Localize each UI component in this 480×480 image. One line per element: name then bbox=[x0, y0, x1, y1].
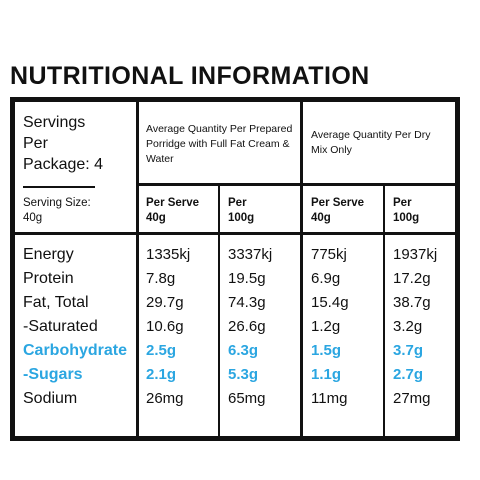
nutrient-value: 5.3g bbox=[228, 366, 259, 383]
nutrient-value: 6.3g bbox=[228, 342, 259, 359]
nutrient-value: 1.1g bbox=[311, 366, 342, 383]
col3-line2: 40g bbox=[311, 212, 331, 224]
nutrient-value: 65mg bbox=[228, 390, 266, 407]
servings-underline bbox=[23, 186, 95, 188]
nutrient-label: Sodium bbox=[23, 390, 78, 407]
nutrient-value: 10.6g bbox=[146, 318, 184, 335]
col-header-dry-serve: Per Serve 40g bbox=[311, 196, 364, 226]
nutrient-value: 15.4g bbox=[311, 294, 349, 311]
nutrient-label: -Saturated bbox=[23, 318, 98, 335]
nutrient-label: Energy bbox=[23, 246, 74, 263]
nutrient-value: 2.1g bbox=[146, 366, 177, 383]
divider-col2 bbox=[218, 185, 220, 436]
divider-group bbox=[300, 102, 303, 436]
nutrient-value: 2.7g bbox=[393, 366, 424, 383]
serving-size-value: 40g bbox=[23, 212, 43, 224]
nutrient-value: 19.5g bbox=[228, 270, 266, 287]
divider-header-body bbox=[15, 232, 455, 235]
col2-line2: 100g bbox=[228, 212, 255, 224]
divider-label-column bbox=[136, 102, 139, 436]
nutrient-value: 1937kj bbox=[393, 246, 438, 263]
nutrient-label: Fat, Total bbox=[23, 294, 89, 311]
col4-line2: 100g bbox=[393, 212, 420, 224]
nutrient-value: 26mg bbox=[146, 390, 184, 407]
serving-size: Serving Size: 40g bbox=[23, 196, 133, 226]
nutrient-value: 1.5g bbox=[311, 342, 342, 359]
divider-group-header bbox=[136, 183, 455, 186]
group-header-dry: Average Quantity Per Dry Mix Only bbox=[311, 129, 431, 156]
nutrient-value: 6.9g bbox=[311, 270, 341, 287]
servings-line-1: Servings bbox=[23, 114, 86, 131]
nutrient-value: 26.6g bbox=[228, 318, 266, 335]
nutrient-value: 7.8g bbox=[146, 270, 176, 287]
col1-line2: 40g bbox=[146, 212, 166, 224]
nutrient-label: Protein bbox=[23, 270, 74, 287]
serving-size-label: Serving Size: bbox=[23, 197, 91, 209]
nutrient-label: -Sugars bbox=[23, 366, 83, 383]
nutrient-value: 1.2g bbox=[311, 318, 341, 335]
col-header-prepared-100g: Per 100g bbox=[228, 196, 254, 226]
nutrient-label: Carbohydrate bbox=[23, 342, 128, 359]
nutrient-value: 3.7g bbox=[393, 342, 424, 359]
nutrient-value: 27mg bbox=[393, 390, 431, 407]
nutrient-value: 775kj bbox=[311, 246, 347, 263]
nutrient-value: 2.5g bbox=[146, 342, 177, 359]
group-header-prepared: Average Quantity Per Prepared Porridge w… bbox=[146, 123, 293, 165]
servings-per-package: Servings Per Package: 4 bbox=[23, 112, 138, 175]
nutrient-value: 17.2g bbox=[393, 270, 431, 287]
col-header-prepared-serve: Per Serve 40g bbox=[146, 196, 199, 226]
servings-line-2: Per bbox=[23, 135, 48, 152]
nutrient-value: 3337kj bbox=[228, 246, 273, 263]
nutrient-value: 74.3g bbox=[228, 294, 266, 311]
col3-line1: Per Serve bbox=[311, 197, 365, 209]
nutrient-value: 1335kj bbox=[146, 246, 191, 263]
page-title: NUTRITIONAL INFORMATION bbox=[10, 62, 370, 90]
nutrient-value: 38.7g bbox=[393, 294, 431, 311]
nutrient-value: 29.7g bbox=[146, 294, 184, 311]
col-header-dry-100g: Per 100g bbox=[393, 196, 419, 226]
nutrition-table: Servings Per Package: 4 Serving Size: 40… bbox=[10, 97, 460, 441]
nutrient-value: 11mg bbox=[311, 390, 348, 407]
nutrient-value: 3.2g bbox=[393, 318, 423, 335]
col1-line1: Per Serve bbox=[146, 197, 200, 209]
col4-line1: Per bbox=[393, 197, 412, 209]
col2-line1: Per bbox=[228, 197, 247, 209]
divider-col4 bbox=[383, 185, 385, 436]
servings-line-3: Package: 4 bbox=[23, 156, 104, 173]
